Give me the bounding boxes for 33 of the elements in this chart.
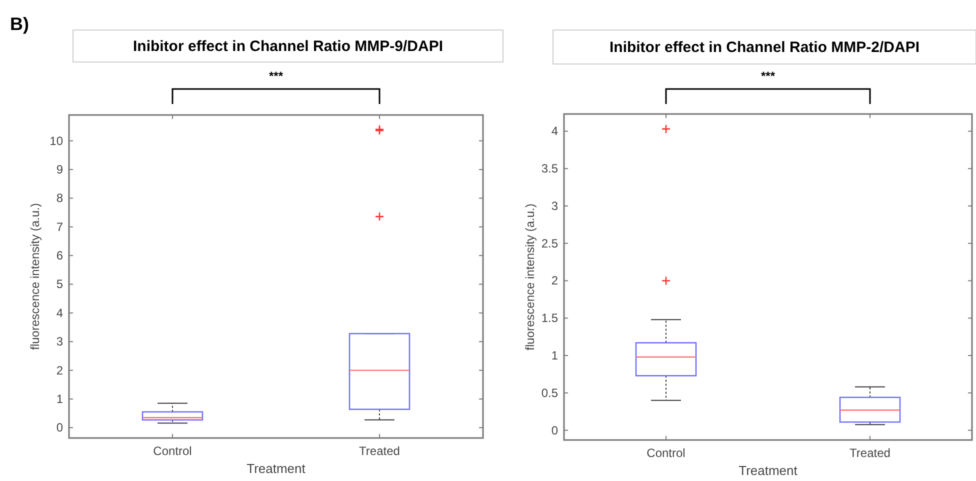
y-tick-label: 3.5 bbox=[541, 162, 558, 176]
x-tick-label: Treated bbox=[850, 446, 890, 460]
y-axis-title: fluorescence intensity (a.u.) bbox=[523, 204, 537, 350]
text: B) bbox=[10, 14, 29, 34]
y-tick-label: 0.5 bbox=[541, 386, 558, 400]
y-tick-label: 0 bbox=[56, 420, 64, 435]
y-tick-label: 3 bbox=[551, 198, 558, 213]
chart-title: Inibitor effect in Channel Ratio MMP-2/DAPI bbox=[609, 39, 920, 56]
y-tick-label: 2 bbox=[551, 274, 558, 288]
y-tick-label: 3 bbox=[56, 334, 64, 349]
y-tick-label: 2 bbox=[56, 363, 64, 378]
text: *** bbox=[268, 69, 284, 83]
y-tick-label: 7 bbox=[56, 220, 64, 234]
chart-title: Inibitor effect in Channel Ratio MMP-9/DAPI bbox=[132, 38, 444, 55]
x-axis-title: Treatment bbox=[738, 463, 798, 478]
y-tick-label: 10 bbox=[50, 134, 64, 148]
y-tick-label: 2.5 bbox=[541, 236, 558, 250]
y-tick-label: 1 bbox=[56, 392, 64, 406]
text: *** bbox=[760, 69, 776, 83]
y-tick-label: 1 bbox=[551, 348, 558, 363]
y-tick-label: 4 bbox=[551, 124, 558, 138]
y-tick-label: 9 bbox=[56, 162, 64, 177]
y-tick-label: 0 bbox=[551, 423, 558, 438]
y-tick-label: 5 bbox=[56, 277, 64, 292]
y-tick-label: 8 bbox=[56, 191, 64, 206]
x-tick-label: Control bbox=[153, 444, 192, 458]
x-tick-label: Control bbox=[646, 446, 686, 460]
y-axis-title: fluorescence intensity (a.u.) bbox=[28, 203, 42, 350]
y-tick-label: 4 bbox=[56, 306, 64, 320]
y-tick-label: 6 bbox=[56, 248, 64, 263]
y-tick-label: 1.5 bbox=[541, 311, 558, 326]
x-axis-title: Treatment bbox=[246, 461, 306, 476]
x-tick-label: Treated bbox=[359, 444, 400, 458]
